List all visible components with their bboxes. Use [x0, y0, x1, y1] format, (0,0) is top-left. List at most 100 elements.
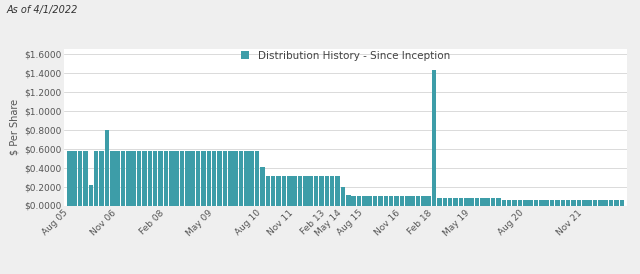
Bar	[480, 198, 484, 206]
Bar	[319, 176, 324, 206]
Bar	[115, 151, 120, 206]
Bar	[121, 151, 125, 206]
Bar	[534, 200, 538, 206]
Text: As of 4/1/2022: As of 4/1/2022	[6, 5, 78, 15]
Bar	[491, 198, 495, 206]
Bar	[131, 151, 136, 206]
Bar	[399, 196, 404, 206]
Bar	[292, 176, 297, 206]
Bar	[137, 151, 141, 206]
Bar	[330, 176, 335, 206]
Bar	[153, 151, 157, 206]
Bar	[239, 151, 243, 206]
Bar	[598, 200, 603, 206]
Bar	[577, 200, 581, 206]
Bar	[180, 151, 184, 206]
Bar	[142, 151, 147, 206]
Bar	[164, 151, 168, 206]
Bar	[561, 200, 565, 206]
Bar	[212, 151, 216, 206]
Bar	[394, 196, 399, 206]
Bar	[196, 151, 200, 206]
Bar	[223, 151, 227, 206]
Bar	[228, 151, 232, 206]
Bar	[207, 151, 211, 206]
Bar	[486, 198, 490, 206]
Bar	[362, 196, 367, 206]
Bar	[604, 200, 608, 206]
Bar	[383, 196, 388, 206]
Bar	[405, 196, 410, 206]
Bar	[367, 196, 372, 206]
Bar	[266, 176, 270, 206]
Bar	[426, 196, 431, 206]
Bar	[191, 151, 195, 206]
Bar	[588, 200, 592, 206]
Bar	[88, 185, 93, 206]
Bar	[572, 200, 576, 206]
Bar	[356, 196, 362, 206]
Bar	[346, 195, 351, 206]
Bar	[416, 196, 420, 206]
Bar	[174, 151, 179, 206]
Bar	[373, 196, 378, 206]
Bar	[539, 200, 543, 206]
Bar	[566, 200, 570, 206]
Bar	[469, 198, 474, 206]
Bar	[271, 176, 275, 206]
Bar	[340, 187, 345, 206]
Bar	[244, 151, 249, 206]
Bar	[104, 130, 109, 206]
Bar	[83, 151, 88, 206]
Bar	[453, 198, 458, 206]
Bar	[287, 176, 292, 206]
Bar	[276, 176, 281, 206]
Bar	[303, 176, 308, 206]
Bar	[550, 200, 554, 206]
Bar	[298, 176, 302, 206]
Bar	[335, 176, 340, 206]
Bar	[432, 70, 436, 206]
Bar	[512, 200, 517, 206]
Bar	[99, 151, 104, 206]
Bar	[308, 176, 313, 206]
Bar	[72, 151, 77, 206]
Bar	[620, 200, 624, 206]
Bar	[437, 198, 442, 206]
Bar	[529, 200, 533, 206]
Bar	[545, 200, 549, 206]
Bar	[217, 151, 222, 206]
Bar	[614, 200, 619, 206]
Bar	[169, 151, 173, 206]
Bar	[475, 198, 479, 206]
Bar	[410, 196, 415, 206]
Bar	[507, 200, 511, 206]
Bar	[502, 200, 506, 206]
Bar	[67, 151, 72, 206]
Bar	[185, 151, 189, 206]
Bar	[255, 151, 259, 206]
Bar	[442, 198, 447, 206]
Bar	[324, 176, 329, 206]
Bar	[201, 151, 205, 206]
Bar	[148, 151, 152, 206]
Bar	[234, 151, 238, 206]
Bar	[314, 176, 318, 206]
Bar	[459, 198, 463, 206]
Bar	[250, 151, 254, 206]
Bar	[260, 167, 265, 206]
Bar	[464, 198, 468, 206]
Bar	[351, 196, 356, 206]
Bar	[582, 200, 587, 206]
Bar	[94, 151, 99, 206]
Bar	[126, 151, 131, 206]
Bar	[523, 200, 527, 206]
Y-axis label: $ Per Share: $ Per Share	[10, 99, 20, 155]
Bar	[282, 176, 286, 206]
Bar	[593, 200, 597, 206]
Bar	[496, 198, 500, 206]
Bar	[555, 200, 560, 206]
Bar	[609, 200, 613, 206]
Bar	[421, 196, 426, 206]
Legend: Distribution History - Since Inception: Distribution History - Since Inception	[237, 47, 454, 65]
